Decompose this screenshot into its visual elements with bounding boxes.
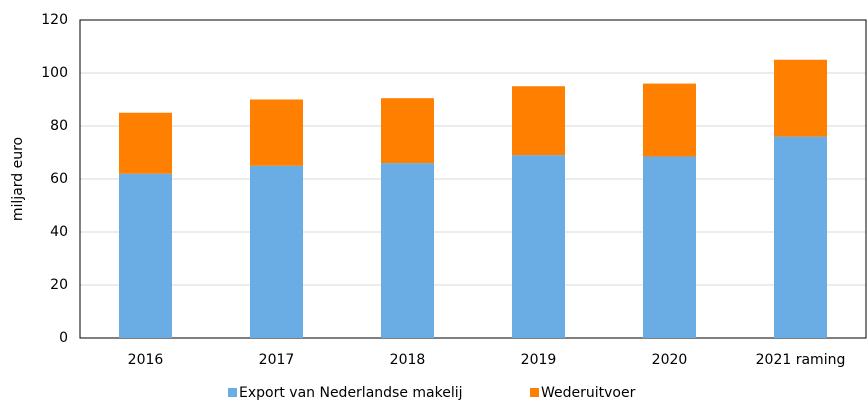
bar-segment (119, 112, 172, 174)
legend-swatch (228, 388, 237, 397)
x-tick-label: 2019 (521, 352, 557, 368)
x-tick-label: 2018 (390, 352, 426, 368)
y-tick-label: 20 (50, 277, 68, 293)
y-axis-label: miljard euro (10, 137, 26, 221)
legend-label: Wederuitvoer (541, 385, 636, 401)
y-tick-label: 100 (41, 65, 68, 81)
legend-label: Export van Nederlandse makelij (239, 385, 463, 401)
x-tick-label: 2017 (259, 352, 295, 368)
plot-border (79, 19, 867, 339)
bar-segment (381, 163, 434, 338)
y-tick-label: 60 (50, 171, 68, 187)
bar-segment (512, 155, 565, 338)
y-tick-label: 120 (41, 12, 68, 28)
bar-segment (119, 173, 172, 338)
bar-segment (643, 156, 696, 338)
x-tick-label: 2020 (652, 352, 688, 368)
bar-segment (381, 98, 434, 164)
bar-segment (774, 59, 827, 137)
y-tick-label: 0 (59, 330, 68, 346)
x-tick-label: 2016 (128, 352, 164, 368)
y-tick-label: 40 (50, 224, 68, 240)
bar-segment (774, 136, 827, 338)
legend-swatch (530, 388, 539, 397)
bar-segment (250, 165, 303, 338)
bar-segment (512, 86, 565, 156)
bar-segment (643, 83, 696, 157)
x-tick-label: 2021 raming (756, 352, 846, 368)
bar-segment (250, 99, 303, 166)
y-tick-label: 80 (50, 118, 68, 134)
